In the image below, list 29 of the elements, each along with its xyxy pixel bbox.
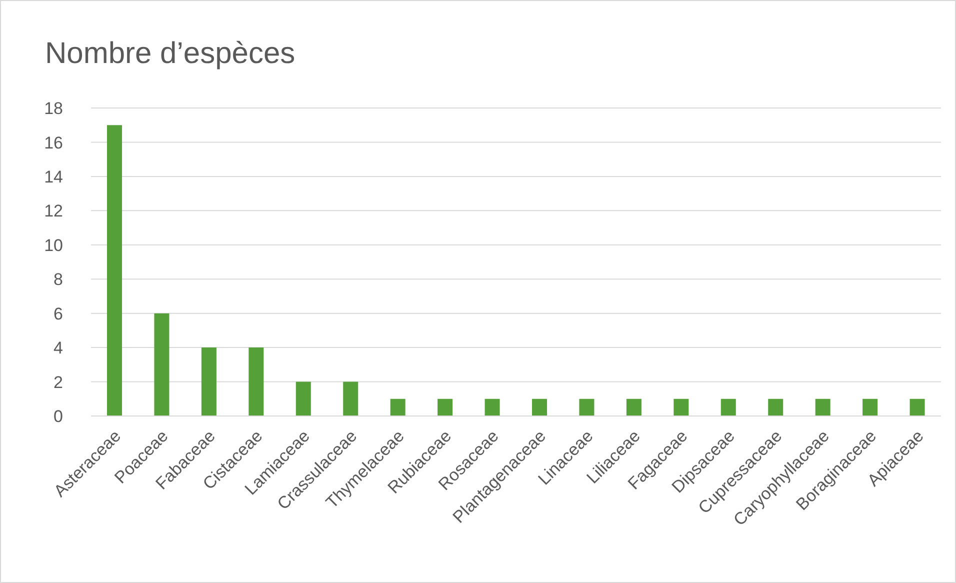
y-tick-label: 2 xyxy=(54,372,63,392)
bar xyxy=(390,398,406,416)
y-tick-label: 8 xyxy=(54,270,63,290)
bar xyxy=(107,125,122,416)
bar xyxy=(201,348,216,416)
bar xyxy=(720,398,736,416)
bar xyxy=(626,398,642,416)
y-tick-label: 6 xyxy=(54,304,63,324)
chart-title: Nombre d’espèces xyxy=(45,37,296,71)
bar xyxy=(532,398,547,416)
bar xyxy=(768,398,784,416)
bar xyxy=(484,398,500,416)
bar xyxy=(815,398,830,416)
bar xyxy=(343,382,358,416)
y-tick-label: 0 xyxy=(54,407,63,426)
bar xyxy=(248,348,264,416)
y-tick-label: 14 xyxy=(44,167,63,186)
y-tick-label: 10 xyxy=(44,236,63,255)
bar xyxy=(296,382,311,416)
bar xyxy=(674,398,689,416)
y-tick-label: 4 xyxy=(54,338,63,358)
bar xyxy=(862,398,878,416)
y-tick-label: 16 xyxy=(44,133,63,152)
bar xyxy=(910,398,925,416)
bar xyxy=(438,398,453,416)
bar xyxy=(154,313,170,416)
y-tick-label: 12 xyxy=(44,202,63,221)
bar xyxy=(579,398,594,416)
y-tick-label: 18 xyxy=(44,99,63,118)
